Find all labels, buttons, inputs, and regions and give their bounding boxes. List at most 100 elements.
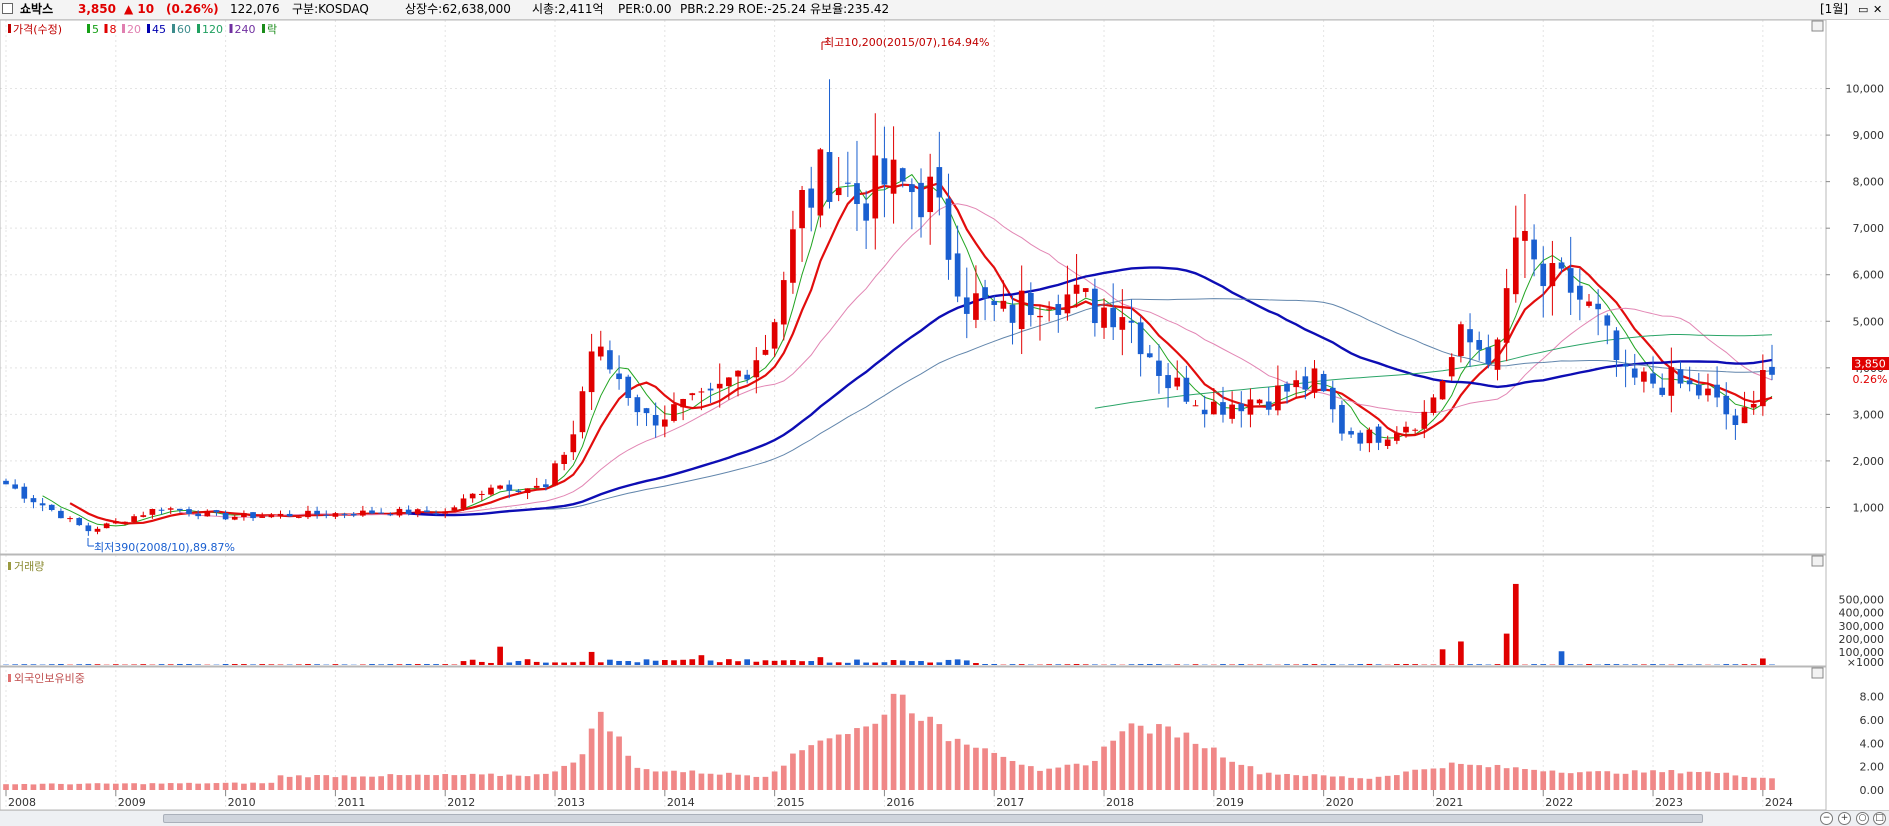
scrollbar-thumb[interactable] [163,814,1703,823]
volume-bar [1394,664,1400,665]
zoom-reset-icon[interactable]: ○ [1856,812,1869,825]
minimize-icon[interactable]: ▭ [1858,3,1869,16]
foreign-bar [661,771,668,790]
ma-line-5 [42,173,1773,527]
volume-bar [1558,651,1565,665]
foreign-bar [195,783,201,790]
candle-body [945,198,952,260]
candle-body [167,508,174,510]
volume-bar [1128,664,1135,665]
panel-controls [1811,20,1824,679]
candle-body [21,486,28,499]
foreign-bar [991,752,998,790]
candle-body [497,485,503,489]
volume-bar [1357,664,1364,665]
date-tick-label: 2015 [777,796,805,809]
select-checkbox[interactable] [2,3,13,14]
candle-body [195,513,201,517]
candle-body [1183,377,1190,402]
volume-panel-maximize-icon[interactable] [1811,555,1824,567]
candle-body [909,184,915,193]
volume-bar [405,664,412,665]
foreign-bar [1750,777,1757,790]
foreign-bar [579,754,586,790]
price-tick-label: 5,000 [1853,315,1885,328]
zoom-out-icon[interactable]: − [1820,812,1833,825]
foreign-tick-label: 0.00 [1860,784,1885,797]
volume-bar [1156,664,1162,665]
candle-body [918,182,924,218]
foreign-bar [451,775,458,790]
grid-lines [0,20,1826,810]
candle-body [1522,230,1528,241]
volume-bar [652,660,659,665]
volume-bar [58,664,64,665]
foreign-bar [158,783,165,790]
volume-bar [1092,664,1098,665]
foreign-bar [94,783,101,790]
chart-scrollbar[interactable]: − + ○ □ [0,810,1889,826]
reserve-ratio: 유보율:235.42 [810,2,890,16]
foreign-bar [460,775,467,790]
volume-bar [21,664,28,665]
candle-body [1686,380,1693,385]
foreign-bar [1220,757,1226,790]
foreign-bar [241,783,247,790]
foreign-bar [1311,774,1318,790]
foreign-bar [259,783,266,790]
candle-body [396,508,403,516]
volume-bar [835,662,842,665]
volume-bar [488,662,494,665]
foreign-bar [442,774,449,790]
foreign-bar [1275,774,1281,790]
volume-bar [543,662,549,665]
volume-bar [12,664,18,665]
volume-bar [982,664,988,665]
last-price-tag: 3,850 [1854,358,1886,371]
volume-bar [506,662,513,665]
volume-bar [698,655,705,665]
volume-bar [735,661,741,665]
volume-bar [771,660,778,665]
foreign-bar [1284,773,1290,790]
foreign-tick-label: 4.00 [1860,737,1885,750]
volume-panel: 거래량 500,000400,000300,000200,000100,000×… [0,554,1884,669]
legend-marker [229,24,233,33]
volume-bar [76,664,83,665]
candle-body [250,512,256,519]
candle-body [1055,304,1062,315]
foreign-bar [1650,770,1656,790]
zoom-in-icon[interactable]: + [1838,812,1851,825]
volume-bar [552,662,558,665]
foreign-bar [250,782,256,790]
candle-body [177,508,183,511]
candle-body [881,158,888,185]
period-button[interactable]: [1월] [1820,2,1849,16]
candle-body [213,510,220,513]
volume-bar [1586,664,1592,665]
candle-body [314,510,320,515]
foreign-bar [1357,778,1364,790]
market-type: 구분:KOSDAQ [292,2,369,16]
zoom-all-icon[interactable]: □ [1873,812,1886,825]
candle-body [378,512,384,514]
price-panel-maximize-icon[interactable] [1811,20,1824,32]
volume-bar [799,661,805,665]
candle-body [1394,433,1400,441]
foreign-bar [1705,771,1711,790]
candle-body [149,509,156,515]
candle-body [1320,373,1327,392]
close-icon[interactable]: ✕ [1873,3,1883,16]
foreign-panel-maximize-icon[interactable] [1811,667,1824,679]
candle-body [1467,329,1473,343]
foreign-bar [927,716,934,790]
volume-bar [1403,664,1409,665]
foreign-bar [1641,772,1647,790]
price-tick-label: 3,000 [1853,408,1885,421]
volume-bar [726,659,732,665]
foreign-bar [1659,772,1666,790]
candle-body [689,393,696,396]
foreign-bar [909,713,915,790]
candle-body [268,515,275,518]
legend-label: 60 [177,23,191,36]
